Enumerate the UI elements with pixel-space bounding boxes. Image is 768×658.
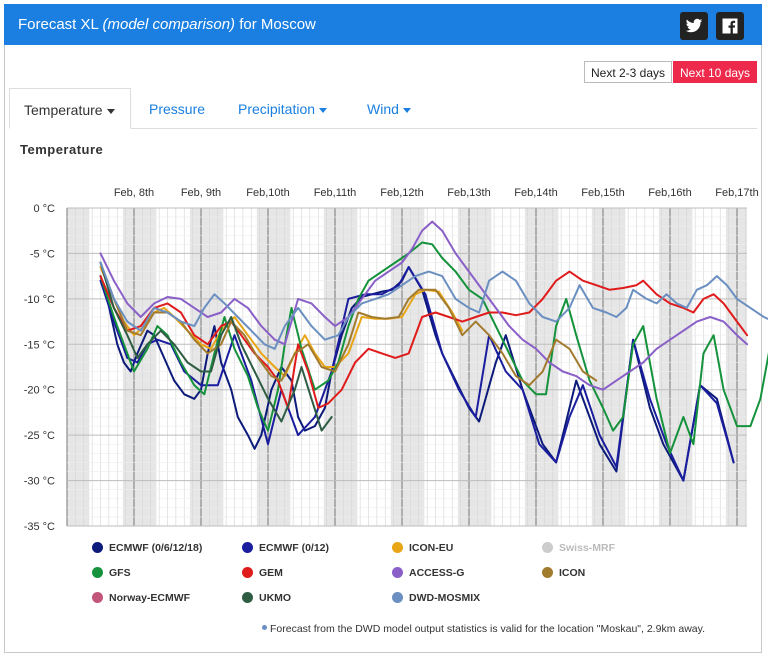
y-tick-label: -35 °C — [24, 521, 55, 533]
section-title: Temperature — [20, 142, 104, 157]
legend-label: ACCESS-G — [409, 567, 465, 579]
legend-dot-icon — [242, 567, 253, 578]
legend-item[interactable]: Norway-ECMWF — [92, 592, 190, 604]
page-title: Forecast XL (model comparison) for Mosco… — [18, 16, 316, 33]
legend-label: Norway-ECMWF — [109, 592, 191, 604]
legend-item[interactable]: ACCESS-G — [392, 567, 464, 579]
night-band — [524, 208, 559, 526]
legend-dot-icon — [392, 567, 403, 578]
x-day-label: Feb,11th — [314, 187, 357, 199]
tab-temperature-label: Temperature — [24, 102, 103, 118]
title-prefix: Forecast XL — [18, 16, 99, 33]
tab-pressure-label: Pressure — [149, 101, 206, 117]
legend-dot-icon — [392, 592, 403, 603]
legend-dot-icon — [392, 542, 403, 553]
tab-wind-label: Wind — [367, 101, 399, 117]
legend-dot-icon — [92, 592, 103, 603]
x-day-label: Feb,14th — [514, 187, 557, 199]
y-tick-label: -20 °C — [24, 385, 55, 397]
legend-label: ECMWF (0/6/12/18) — [109, 542, 203, 554]
next-2-3-days-button[interactable]: Next 2-3 days — [584, 61, 673, 83]
legend-label: Swiss-MRF — [559, 542, 616, 554]
x-day-label: Feb,13th — [447, 187, 490, 199]
chevron-down-icon — [402, 107, 411, 113]
y-tick-label: -10 °C — [24, 294, 55, 306]
legend-item[interactable]: UKMO — [242, 592, 291, 604]
legend-label: UKMO — [259, 592, 292, 604]
night-band — [67, 208, 90, 526]
legend-dot-icon — [542, 567, 553, 578]
header-bar: Forecast XL (model comparison) for Mosco… — [4, 4, 762, 45]
night-band — [591, 208, 626, 526]
x-day-label: Feb, 9th — [181, 187, 221, 199]
chevron-down-icon — [106, 108, 115, 114]
tab-temperature[interactable]: Temperature — [9, 88, 131, 129]
y-tick-label: 0 °C — [33, 203, 55, 215]
legend-item[interactable]: GEM — [242, 567, 283, 579]
legend-label: DWD-MOSMIX — [409, 592, 481, 604]
legend-dot-icon — [92, 542, 103, 553]
facebook-button[interactable] — [716, 12, 744, 40]
legend-dot-icon — [542, 542, 553, 553]
x-day-label: Feb,16th — [648, 187, 691, 199]
dwd-dot-icon — [262, 625, 267, 630]
night-band — [457, 208, 492, 526]
title-italic: (model comparison) — [102, 16, 236, 33]
legend-item[interactable]: ICON — [542, 567, 585, 579]
legend-item[interactable]: Swiss-MRF — [542, 542, 615, 554]
legend-label: GFS — [109, 567, 131, 579]
legend-item[interactable]: ECMWF (0/6/12/18) — [92, 542, 202, 554]
tab-bar: Temperature Pressure Precipitation Wind — [9, 88, 757, 129]
legend-item[interactable]: GFS — [92, 567, 131, 579]
footnote: Forecast from the DWD model output stati… — [262, 623, 705, 635]
legend-label: ICON-EU — [409, 542, 454, 554]
legend-label: ECMWF (0/12) — [259, 542, 330, 554]
x-day-label: Feb,17th — [715, 187, 758, 199]
series-line-dwd-mosmix — [99, 261, 768, 350]
x-day-label: Feb,10th — [246, 187, 289, 199]
legend-item[interactable]: DWD-MOSMIX — [392, 592, 480, 604]
facebook-icon — [722, 18, 738, 34]
chevron-down-icon — [319, 107, 328, 113]
tab-pressure[interactable]: Pressure — [149, 88, 205, 128]
twitter-icon — [685, 18, 703, 33]
y-tick-label: -5 °C — [30, 248, 55, 260]
next-10-days-button[interactable]: Next 10 days — [673, 61, 758, 83]
series-line-icon — [99, 261, 598, 387]
series-line-ecmwf-0-6-12-18- — [99, 266, 735, 482]
legend-dot-icon — [242, 542, 253, 553]
series-line-access-g — [99, 220, 749, 391]
twitter-button[interactable] — [680, 12, 708, 40]
legend-item[interactable]: ECMWF (0/12) — [242, 542, 329, 554]
series-line-gfs — [99, 241, 768, 455]
legend-item[interactable]: ICON-EU — [392, 542, 453, 554]
tab-precipitation-label: Precipitation — [238, 101, 316, 117]
x-day-label: Feb,12th — [380, 187, 423, 199]
y-tick-label: -15 °C — [24, 339, 55, 351]
night-band — [725, 208, 747, 526]
legend-label: ICON — [559, 567, 586, 579]
series-line-ecmwf-0-12- — [99, 266, 735, 482]
tab-wind[interactable]: Wind — [367, 88, 411, 128]
series-line-ukmo — [99, 261, 333, 432]
x-day-label: Feb,15th — [581, 187, 624, 199]
legend-dot-icon — [242, 592, 253, 603]
title-suffix: for Moscow — [239, 16, 316, 33]
tab-precipitation[interactable]: Precipitation — [238, 88, 328, 128]
night-band — [658, 208, 693, 526]
series-line-gem — [99, 270, 749, 409]
y-tick-label: -30 °C — [24, 476, 55, 488]
x-day-label: Feb, 8th — [114, 187, 154, 199]
legend-label: GEM — [259, 567, 283, 579]
legend-dot-icon — [92, 567, 103, 578]
footnote-text: Forecast from the DWD model output stati… — [270, 623, 706, 635]
y-tick-label: -25 °C — [24, 430, 55, 442]
